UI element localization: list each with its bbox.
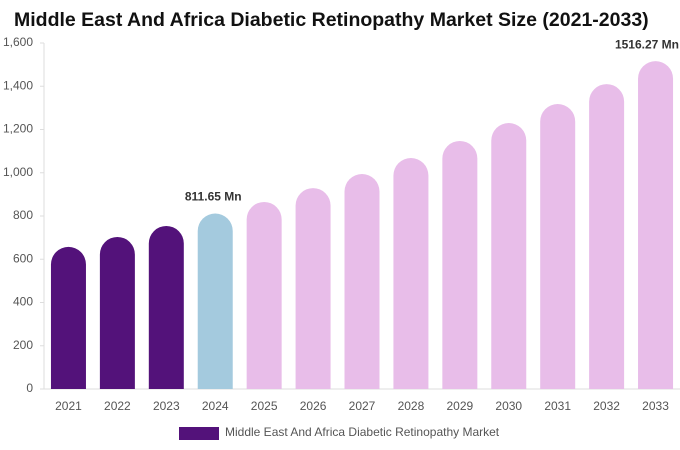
bar xyxy=(442,140,478,389)
x-tick-label: 2023 xyxy=(153,399,180,413)
y-tick-label: 1,600 xyxy=(3,35,33,49)
x-tick-label: 2027 xyxy=(349,399,376,413)
x-tick-label: 2022 xyxy=(104,399,131,413)
y-tick-label: 600 xyxy=(13,251,33,265)
x-tick-label: 2024 xyxy=(202,399,229,413)
bar xyxy=(344,174,380,389)
x-tick-label: 2025 xyxy=(251,399,278,413)
bar xyxy=(50,246,86,389)
x-tick-label: 2032 xyxy=(593,399,620,413)
legend-swatch xyxy=(179,427,219,440)
y-tick-label: 1,000 xyxy=(3,165,33,179)
x-tick-label: 2021 xyxy=(55,399,82,413)
y-tick-label: 1,400 xyxy=(3,78,33,92)
y-tick-label: 400 xyxy=(13,295,33,309)
y-tick-label: 1,200 xyxy=(3,122,33,136)
bar xyxy=(540,103,576,390)
data-label: 811.65 Mn xyxy=(185,190,242,204)
x-tick-label: 2031 xyxy=(544,399,571,413)
x-tick-label: 2033 xyxy=(642,399,669,413)
bar xyxy=(99,236,135,389)
x-tick-label: 2026 xyxy=(300,399,327,413)
y-tick-label: 200 xyxy=(13,338,33,352)
x-tick-label: 2030 xyxy=(495,399,522,413)
bar xyxy=(295,188,331,389)
bar xyxy=(148,225,184,389)
x-tick-label: 2029 xyxy=(446,399,473,413)
bar xyxy=(589,84,625,389)
bar xyxy=(491,123,527,389)
y-tick-label: 0 xyxy=(26,381,33,395)
data-label: 1516.27 Mn xyxy=(615,37,679,51)
bar xyxy=(197,213,233,389)
legend-label: Middle East And Africa Diabetic Retinopa… xyxy=(225,425,500,439)
x-tick-label: 2028 xyxy=(398,399,425,413)
chart-title: Middle East And Africa Diabetic Retinopa… xyxy=(14,9,649,31)
bar xyxy=(393,158,429,389)
bar xyxy=(246,201,282,389)
y-tick-label: 800 xyxy=(13,208,33,222)
bar xyxy=(638,61,674,389)
